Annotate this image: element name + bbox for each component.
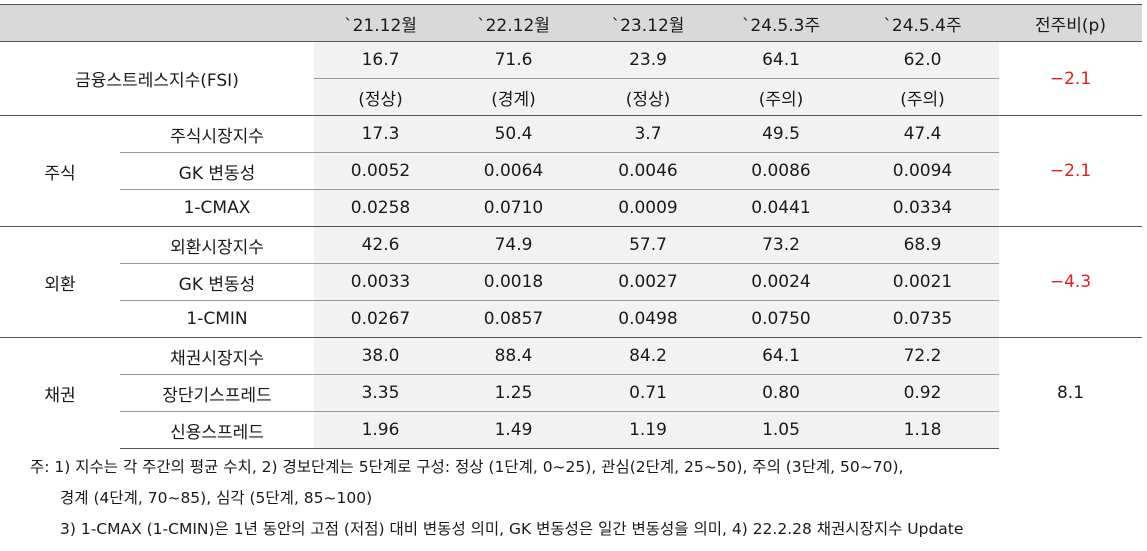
cell-value: 0.0750 [716,300,846,338]
footnote-line: 경계 (4단계, 70~85), 심각 (5단계, 85~100) [60,489,373,507]
fsi-label: 금융스트레스지수(FSI) [75,71,239,91]
cell-value: 0.0267 [314,300,447,338]
table-row: GK 변동성 0.0033 0.0018 0.0027 0.0024 0.002… [0,263,1142,301]
cell-value: 73.2 [716,226,846,264]
row-label: 1-CMIN [120,300,314,338]
table-row: 1-CMIN 0.0267 0.0857 0.0498 0.0750 0.073… [0,300,1142,338]
col-header: `23.12월 [580,4,716,42]
fsi-stage: (정상) [580,78,716,116]
cell-value: 0.80 [716,374,846,412]
fsi-value: 23.9 [580,41,716,79]
cell-value: 0.0033 [314,263,447,301]
group-wow-stock: −2.1 [999,115,1142,227]
cell-value: 50.4 [447,115,580,153]
cell-value: 49.5 [716,115,846,153]
row-label: 1-CMAX [120,189,314,227]
cell-value: 1.96 [314,411,447,449]
cell-value: 0.0064 [447,152,580,190]
cell-value: 72.2 [846,337,999,375]
header-row: `21.12월 `22.12월 `23.12월 `24.5.3주 `24.5.4… [0,4,1142,42]
cell-value: 0.92 [846,374,999,412]
col-header-wow: 전주비(p) [999,4,1142,42]
footnotes: 주: 1) 지수는 각 주간의 평균 수치, 2) 경보단계는 5단계로 구성:… [30,452,1130,545]
cell-value: 0.0258 [314,189,447,227]
fsi-value-row: 금융스트레스지수(FSI) 16.7 71.6 23.9 64.1 62.0 −… [0,41,1142,91]
fsi-value: 16.7 [314,41,447,79]
cell-value: 57.7 [580,226,716,264]
header-blank [0,4,314,42]
cell-value: 0.0024 [716,263,846,301]
cell-value: 38.0 [314,337,447,375]
cell-value: 84.2 [580,337,716,375]
group-label-fx: 외환 [0,226,120,338]
table-row: 장단기스프레드 3.35 1.25 0.71 0.80 0.92 [0,374,1142,412]
fsi-table: `21.12월 `22.12월 `23.12월 `24.5.3주 `24.5.4… [0,4,1142,449]
group-wow-bond: 8.1 [999,337,1142,449]
cell-value: 0.0052 [314,152,447,190]
cell-value: 0.0857 [447,300,580,338]
cell-value: 1.19 [580,411,716,449]
footnote-line: 주: 1) 지수는 각 주간의 평균 수치, 2) 경보단계는 5단계로 구성:… [30,458,904,476]
cell-value: 68.9 [846,226,999,264]
col-header: `21.12월 [314,4,447,42]
row-label: 외환시장지수 [120,226,314,264]
table-row: 외환 외환시장지수 42.6 74.9 57.7 73.2 68.9 −4.3 [0,226,1142,338]
cell-value: 0.0086 [716,152,846,190]
cell-value: 74.9 [447,226,580,264]
fsi-stage: (주의) [716,78,846,116]
table-row: 신용스프레드 1.96 1.49 1.19 1.05 1.18 [0,411,1142,449]
col-header: `24.5.4주 [846,4,999,42]
cell-value: 0.0027 [580,263,716,301]
cell-value: 1.49 [447,411,580,449]
col-header: `22.12월 [447,4,580,42]
row-label: 신용스프레드 [120,411,314,449]
cell-value: 64.1 [716,337,846,375]
row-label: 채권시장지수 [120,337,314,375]
cell-value: 0.0021 [846,263,999,301]
table-row: 1-CMAX 0.0258 0.0710 0.0009 0.0441 0.033… [0,189,1142,227]
fsi-wow: −2.1 [1049,68,1092,89]
cell-value: 47.4 [846,115,999,153]
group-wow-fx: −4.3 [999,226,1142,338]
footnote-line: 3) 1-CMAX (1-CMIN)은 1년 동안의 고점 (저점) 대비 변동… [60,520,964,538]
cell-value: 88.4 [447,337,580,375]
row-label: GK 변동성 [120,263,314,301]
fsi-value: 64.1 [716,41,846,79]
fsi-stage: (경계) [447,78,580,116]
cell-value: 0.0334 [846,189,999,227]
fsi-value: 71.6 [447,41,580,79]
cell-value: 1.25 [447,374,580,412]
fsi-stage-row: (정상) (경계) (정상) (주의) (주의) [0,78,1142,116]
cell-value: 0.0009 [580,189,716,227]
col-header: `24.5.3주 [716,4,846,42]
table-row: GK 변동성 0.0052 0.0064 0.0046 0.0086 0.009… [0,152,1142,190]
table-row: 채권 채권시장지수 38.0 88.4 84.2 64.1 72.2 8.1 [0,337,1142,449]
row-label: 주식시장지수 [120,115,314,153]
cell-value: 0.0094 [846,152,999,190]
fsi-stage: (정상) [314,78,447,116]
cell-value: 0.0018 [447,263,580,301]
cell-value: 17.3 [314,115,447,153]
cell-value: 0.0735 [846,300,999,338]
cell-value: 3.35 [314,374,447,412]
cell-value: 0.71 [580,374,716,412]
cell-value: 0.0441 [716,189,846,227]
cell-value: 1.18 [846,411,999,449]
row-label: 장단기스프레드 [120,374,314,412]
cell-value: 0.0498 [580,300,716,338]
cell-value: 0.0046 [580,152,716,190]
cell-value: 42.6 [314,226,447,264]
table-row: 주식 주식시장지수 17.3 50.4 3.7 49.5 47.4 −2.1 [0,115,1142,227]
group-label-bond: 채권 [0,337,120,449]
fsi-stage: (주의) [846,78,999,116]
row-label: GK 변동성 [120,152,314,190]
group-label-stock: 주식 [0,115,120,227]
cell-value: 1.05 [716,411,846,449]
cell-value: 0.0710 [447,189,580,227]
cell-value: 3.7 [580,115,716,153]
fsi-value: 62.0 [846,41,999,79]
